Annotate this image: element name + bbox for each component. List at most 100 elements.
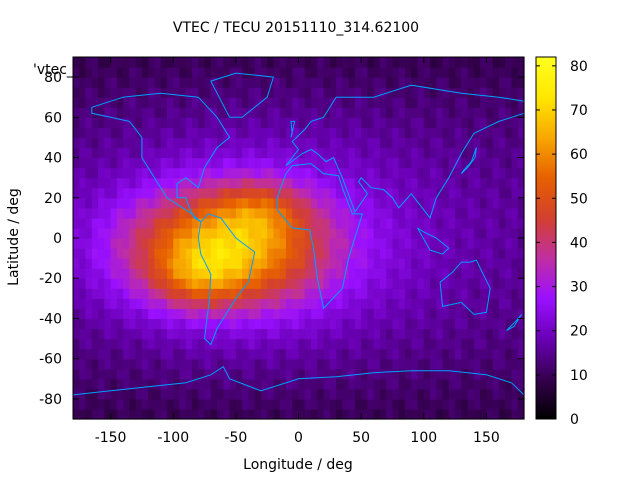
heatmap-cell: [473, 217, 481, 229]
heatmap-cell: [367, 358, 375, 370]
heatmap-cell: [166, 217, 174, 229]
heatmap-cell: [273, 388, 281, 400]
heatmap-cell: [160, 87, 168, 98]
heatmap-cell: [179, 167, 187, 179]
heatmap-cell: [260, 378, 268, 390]
heatmap-cell: [404, 338, 412, 350]
heatmap-cell: [123, 217, 130, 229]
heatmap-cell: [292, 368, 300, 380]
heatmap-cell: [73, 157, 80, 169]
heatmap-cell: [248, 217, 256, 229]
heatmap-cell: [135, 378, 143, 390]
heatmap-cell: [404, 358, 412, 370]
heatmap-cell: [392, 338, 400, 350]
heatmap-cell: [505, 117, 513, 128]
heatmap-cell: [461, 398, 469, 410]
heatmap-cell: [123, 268, 130, 279]
heatmap-cell: [79, 318, 87, 330]
heatmap-cell: [473, 57, 481, 68]
heatmap-cell: [392, 288, 400, 299]
heatmap-cell: [467, 77, 475, 88]
heatmap-cell: [480, 268, 488, 279]
heatmap-cell: [373, 348, 381, 360]
heatmap-cell: [229, 167, 237, 179]
heatmap-cell: [85, 298, 93, 309]
heatmap-cell: [179, 348, 187, 360]
heatmap-cell: [204, 248, 212, 259]
heatmap-cell: [129, 398, 137, 410]
heatmap-cell: [411, 298, 419, 309]
heatmap-cell: [185, 288, 193, 299]
heatmap-cell: [348, 358, 356, 370]
heatmap-cell: [116, 57, 124, 68]
heatmap-cell: [461, 278, 469, 289]
heatmap-cell: [185, 87, 193, 98]
heatmap-cell: [329, 298, 337, 309]
heatmap-cell: [135, 258, 143, 269]
heatmap-cell: [517, 348, 525, 360]
colorbar: [536, 57, 556, 419]
heatmap-cell: [329, 57, 337, 68]
heatmap-cell: [279, 107, 287, 118]
heatmap-cell: [336, 398, 343, 410]
heatmap-cell: [267, 368, 275, 380]
heatmap-cell: [85, 97, 93, 108]
heatmap-cell: [260, 127, 268, 139]
heatmap-cell: [179, 57, 187, 68]
heatmap-cell: [141, 97, 149, 108]
heatmap-cell: [348, 288, 356, 299]
heatmap-cell: [354, 137, 362, 149]
heatmap-cell: [298, 288, 306, 299]
heatmap-cell: [298, 57, 306, 68]
heatmap-cell: [417, 288, 425, 299]
heatmap-cell: [267, 298, 275, 309]
heatmap-cell: [392, 308, 400, 320]
heatmap-cell: [210, 227, 218, 239]
heatmap-cell: [473, 107, 481, 118]
heatmap-cell: [79, 137, 87, 149]
heatmap-cell: [348, 348, 356, 360]
heatmap-cell: [110, 248, 118, 259]
heatmap-cell: [135, 117, 143, 128]
heatmap-cell: [342, 187, 350, 199]
heatmap-cell: [104, 368, 112, 380]
heatmap-cell: [116, 127, 124, 139]
heatmap-cell: [160, 97, 168, 108]
heatmap-cell: [467, 187, 475, 199]
heatmap-cell: [336, 87, 343, 98]
heatmap-cell: [85, 147, 93, 159]
heatmap-cell: [511, 67, 519, 78]
heatmap-cell: [79, 338, 87, 350]
heatmap-cell: [79, 308, 87, 320]
heatmap-cell: [148, 388, 156, 400]
heatmap-cell: [192, 207, 199, 219]
heatmap-cell: [317, 328, 325, 340]
heatmap-cell: [104, 207, 112, 219]
heatmap-cell: [298, 298, 306, 309]
heatmap-cell: [404, 177, 412, 189]
heatmap-cell: [198, 408, 206, 420]
heatmap-cell: [285, 298, 293, 309]
heatmap-cell: [430, 127, 437, 139]
heatmap-cell: [379, 318, 387, 330]
heatmap-cell: [135, 157, 143, 169]
heatmap-cell: [367, 328, 375, 340]
heatmap-cell: [279, 117, 287, 128]
heatmap-cell: [498, 97, 506, 108]
heatmap-cell: [166, 77, 174, 88]
heatmap-cell: [498, 77, 506, 88]
heatmap-cell: [166, 288, 174, 299]
heatmap-cell: [448, 358, 456, 370]
heatmap-cell: [229, 398, 237, 410]
heatmap-cell: [461, 167, 469, 179]
heatmap-cell: [223, 197, 231, 209]
heatmap-cell: [455, 217, 462, 229]
heatmap-cell: [398, 117, 406, 128]
heatmap-cell: [116, 318, 124, 330]
heatmap-cell: [260, 258, 268, 269]
heatmap-cell: [254, 167, 262, 179]
heatmap-cell: [311, 97, 318, 108]
heatmap-cell: [110, 187, 118, 199]
coastline: [285, 84, 525, 219]
heatmap-cell: [141, 248, 149, 259]
